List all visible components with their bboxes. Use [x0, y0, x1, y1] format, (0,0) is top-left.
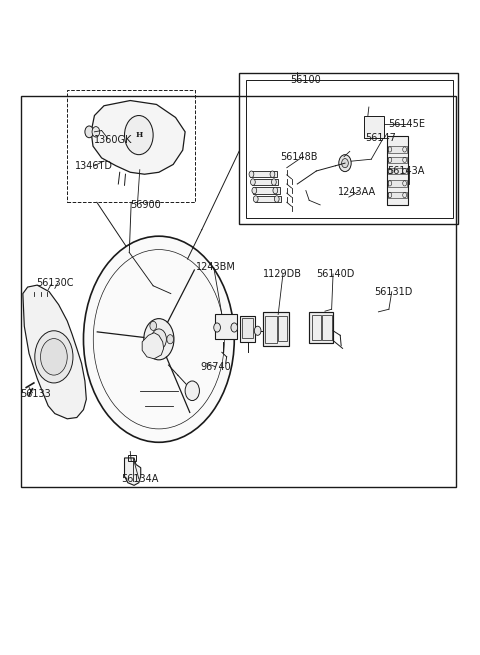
Bar: [255, 196, 281, 202]
Bar: [22, 96, 456, 487]
Circle shape: [273, 187, 278, 194]
Bar: [265, 316, 277, 343]
Bar: [240, 316, 255, 342]
Circle shape: [150, 348, 156, 357]
Polygon shape: [124, 458, 141, 485]
Circle shape: [85, 126, 94, 138]
Text: 1243BM: 1243BM: [196, 263, 236, 272]
Text: 56131D: 56131D: [374, 287, 413, 297]
Circle shape: [339, 155, 351, 172]
Circle shape: [124, 115, 153, 155]
Circle shape: [342, 159, 348, 168]
Bar: [388, 192, 407, 198]
Polygon shape: [91, 100, 185, 174]
Polygon shape: [142, 333, 164, 359]
Bar: [388, 180, 407, 187]
Circle shape: [249, 171, 254, 178]
Bar: [242, 318, 253, 338]
Circle shape: [251, 179, 255, 185]
Text: 56130C: 56130C: [36, 278, 73, 288]
Bar: [388, 168, 407, 174]
Text: 56145E: 56145E: [388, 119, 425, 129]
Circle shape: [167, 335, 174, 344]
Bar: [388, 157, 407, 163]
Text: 56143A: 56143A: [387, 166, 424, 176]
Bar: [246, 80, 453, 218]
Circle shape: [35, 331, 73, 383]
Polygon shape: [23, 285, 86, 419]
Circle shape: [272, 179, 276, 185]
Bar: [239, 73, 457, 225]
Bar: [128, 455, 136, 461]
Text: 56147: 56147: [365, 134, 396, 143]
Text: 1129DB: 1129DB: [263, 269, 302, 279]
Text: 56100: 56100: [290, 75, 321, 84]
Text: H: H: [135, 131, 143, 139]
Bar: [388, 146, 407, 153]
Text: 56900: 56900: [130, 200, 161, 210]
Text: 1360GK: 1360GK: [95, 135, 133, 145]
Bar: [322, 315, 332, 340]
Bar: [67, 90, 195, 202]
Bar: [309, 312, 333, 343]
Circle shape: [151, 329, 167, 350]
Circle shape: [252, 187, 257, 194]
Circle shape: [185, 381, 199, 401]
Text: 1243AA: 1243AA: [338, 187, 376, 197]
Circle shape: [144, 318, 174, 360]
Circle shape: [214, 323, 220, 332]
Bar: [278, 316, 287, 341]
Circle shape: [254, 326, 261, 335]
Bar: [215, 314, 237, 339]
Text: 56133: 56133: [21, 389, 51, 399]
Text: 1346TD: 1346TD: [75, 160, 113, 171]
Circle shape: [275, 196, 279, 202]
Circle shape: [92, 126, 100, 137]
Circle shape: [84, 236, 234, 442]
Circle shape: [231, 323, 238, 332]
Text: 56140D: 56140D: [316, 269, 355, 279]
Circle shape: [150, 322, 156, 330]
Bar: [364, 115, 384, 138]
Circle shape: [253, 196, 258, 202]
Bar: [251, 171, 277, 178]
Text: 96740: 96740: [201, 362, 232, 371]
Bar: [253, 187, 280, 194]
Bar: [252, 179, 278, 185]
Text: 56148B: 56148B: [281, 151, 318, 162]
Bar: [312, 315, 321, 340]
Bar: [387, 136, 408, 205]
Text: 56134A: 56134A: [121, 474, 159, 484]
Bar: [263, 312, 289, 346]
Circle shape: [270, 171, 275, 178]
Circle shape: [40, 339, 67, 375]
